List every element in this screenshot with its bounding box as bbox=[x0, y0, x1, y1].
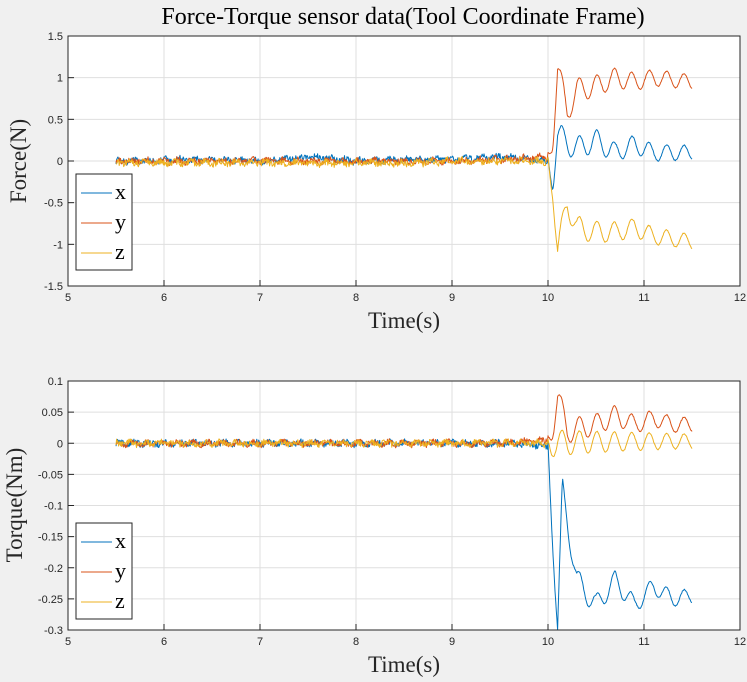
force-axes: 5 6 7 8 9 10 11 12 -1.5 -1 -0.5 0 0.5 1 1.5 Time(s) Forc… bbox=[6, 31, 746, 333]
y-tick-label: 0.1 bbox=[48, 376, 63, 388]
x-tick-label: 10 bbox=[542, 636, 554, 648]
legend-label-z: z bbox=[115, 588, 125, 613]
y-tick-label: -0.5 bbox=[44, 198, 63, 210]
y-tick-label: 0 bbox=[57, 156, 63, 168]
x-tick-label: 11 bbox=[638, 292, 649, 304]
x-tick-label: 8 bbox=[353, 292, 359, 304]
torque-axes: 5 6 7 8 9 10 11 12 -0.3 -0.25 -0.2 -0.15 -0.1 -0.05 0 0… bbox=[2, 376, 746, 677]
x-tick-label: 12 bbox=[734, 292, 746, 304]
x-axis-label: Time(s) bbox=[368, 652, 440, 677]
x-tick-label: 9 bbox=[449, 636, 455, 648]
x-tick-label: 6 bbox=[161, 292, 167, 304]
y-tick-label: 0 bbox=[57, 438, 63, 450]
legend-label-x: x bbox=[115, 528, 126, 553]
legend: xyz bbox=[75, 522, 133, 620]
x-tick-label: 8 bbox=[353, 636, 359, 648]
y-tick-label: -0.15 bbox=[38, 532, 63, 544]
legend-box bbox=[75, 173, 133, 271]
x-axis-label: Time(s) bbox=[368, 308, 440, 333]
y-tick-label: 1 bbox=[57, 73, 63, 85]
x-tick-label: 12 bbox=[734, 636, 746, 648]
chart-title: Force-Torque sensor data(Tool Coordinate… bbox=[161, 4, 644, 30]
legend-label-y: y bbox=[115, 209, 126, 234]
y-tick-label: 1.5 bbox=[48, 31, 63, 43]
legend-box bbox=[75, 522, 133, 620]
y-tick-label: -0.1 bbox=[44, 501, 63, 513]
x-tick-label: 5 bbox=[65, 636, 71, 648]
y-tick-label: -0.25 bbox=[38, 594, 63, 606]
x-tick-label: 11 bbox=[638, 636, 649, 648]
x-tick-label: 6 bbox=[161, 636, 167, 648]
x-tick-label: 7 bbox=[257, 292, 263, 304]
y-tick-label: -1.5 bbox=[44, 281, 63, 293]
y-axis-label: Force(N) bbox=[6, 119, 31, 203]
series-line-y bbox=[115, 67, 693, 167]
legend: xyz bbox=[75, 173, 133, 271]
y-tick-label: -0.2 bbox=[44, 563, 63, 575]
series-line-z bbox=[115, 156, 693, 252]
y-tick-label: -0.05 bbox=[38, 469, 63, 481]
x-tick-label: 7 bbox=[257, 636, 263, 648]
x-tick-label: 5 bbox=[65, 292, 71, 304]
y-tick-label: -1 bbox=[53, 239, 63, 251]
y-tick-label: 0.5 bbox=[48, 114, 63, 126]
y-tick-label: 0.05 bbox=[42, 407, 63, 419]
legend-label-y: y bbox=[115, 558, 126, 583]
x-tick-label: 9 bbox=[449, 292, 455, 304]
y-tick-label: -0.3 bbox=[44, 625, 63, 637]
legend-label-x: x bbox=[115, 179, 126, 204]
legend-label-z: z bbox=[115, 239, 125, 264]
x-tick-label: 10 bbox=[542, 292, 554, 304]
y-axis-label: Torque(Nm) bbox=[2, 448, 27, 563]
series-line-z bbox=[115, 429, 693, 458]
